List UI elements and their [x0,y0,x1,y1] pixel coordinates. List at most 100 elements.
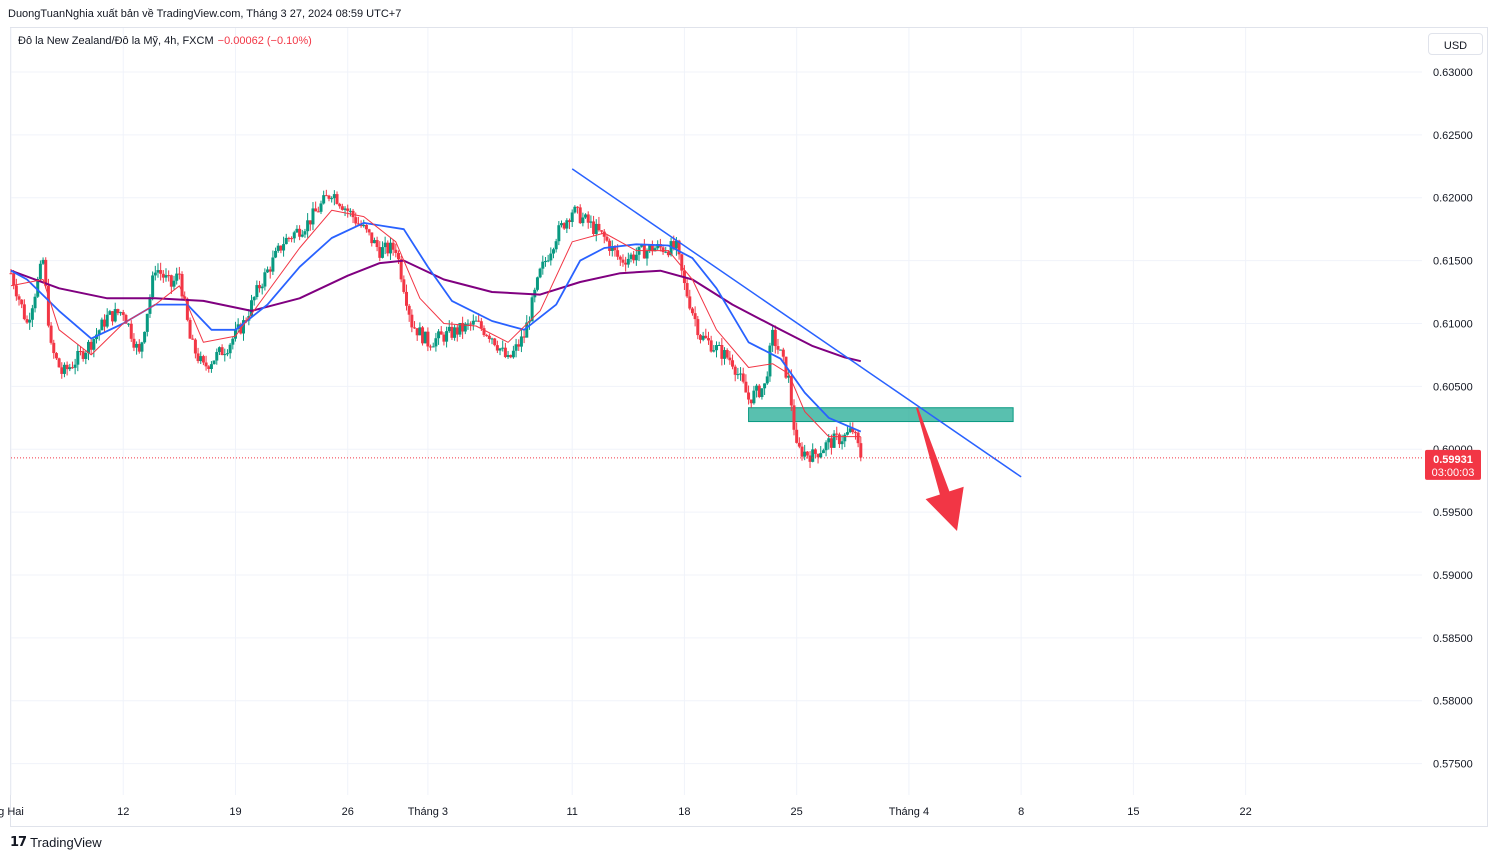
candle-body [717,345,721,347]
candle-body [268,269,272,272]
candle-body [487,335,491,339]
candle-body [747,392,751,400]
candle-body [105,314,109,327]
candle-body [517,344,521,347]
candle-body [565,220,569,229]
candle-body [832,433,836,448]
candle-body [209,364,213,370]
candle-body [9,273,13,275]
candle-body [551,249,555,254]
candle-body [666,251,670,256]
candle-body [153,272,157,276]
candle-body [739,373,743,375]
candle-body [848,428,852,433]
ema-mid-line [10,222,862,433]
supply-zone [748,407,1014,423]
x-tick-label: 18 [678,806,690,818]
candle-body [672,241,676,249]
x-tick-label: 11 [566,806,577,818]
x-tick-label: 15 [1127,806,1139,818]
candle-body [68,367,72,370]
candle-body [450,326,454,338]
candle-body [853,432,857,434]
candle-body [447,326,451,332]
candle-body [17,296,21,300]
y-tick-label: 0.62000 [1433,193,1473,205]
candle-body [466,323,470,325]
candle-body [685,283,689,297]
zone-layer [748,407,1014,423]
candles-layer [9,189,863,468]
candle-body [787,375,791,378]
candle-body [396,253,400,260]
candle-body [576,206,580,208]
candle-body [557,225,561,242]
candle-body [530,297,534,322]
candle-body [474,320,478,322]
drawings-layer [571,168,1022,531]
candle-body [276,245,280,251]
candle-body [284,237,288,245]
candle-body [634,254,638,261]
candle-body [741,373,745,382]
candle-body [763,383,767,389]
candle-body [479,321,483,329]
candle-body [250,300,254,317]
candle-body [241,320,245,334]
candle-body [608,240,612,251]
candle-body [837,434,841,445]
candle-body [225,353,229,355]
candle-body [260,286,264,289]
candle-body [180,274,184,297]
candle-body [405,291,409,306]
currency-button[interactable]: USD [1428,33,1483,55]
candle-body [845,432,849,435]
candle-body [316,211,320,213]
candle-body [84,352,88,359]
candle-body [621,259,625,263]
candle-body [49,325,53,343]
candle-body [744,381,748,393]
candle-body [731,360,735,367]
candle-body [383,242,387,248]
candle-body [493,338,497,346]
candle-body [490,338,494,340]
price-badge-countdown: 03:00:03 [1432,467,1475,479]
candle-body [322,195,326,204]
candle-body [829,438,833,448]
candle-body [712,350,716,352]
candle-body [669,241,673,256]
candle-body [274,250,278,258]
candle-body [185,298,189,320]
candle-body [167,275,171,277]
candle-body [196,353,200,362]
candle-body [840,441,844,445]
candle-body [292,232,296,239]
x-tick-label: 22 [1240,806,1252,818]
candle-body [140,342,144,352]
x-tick-label: Tháng 4 [889,806,929,818]
candle-body [375,240,379,248]
candle-body [372,240,376,244]
candle-body [367,229,371,233]
footer-brand[interactable]: 𝟭𝟳 TradingView [10,834,102,850]
candle-body [287,237,291,239]
candle-body [298,228,302,237]
candle-body [129,323,133,339]
candle-body [680,254,684,271]
candle-body [340,206,344,210]
candle-body [618,256,622,260]
candle-body [86,341,90,353]
candle-body [378,247,382,258]
candle-body [41,259,45,264]
candle-body [525,322,529,338]
candle-body [413,327,417,329]
candle-body [781,349,785,357]
candle-body [605,236,609,241]
candle-body [797,442,801,447]
candle-body [602,231,606,237]
candle-body [696,319,700,336]
candle-body [172,280,176,287]
candle-body [816,453,820,458]
